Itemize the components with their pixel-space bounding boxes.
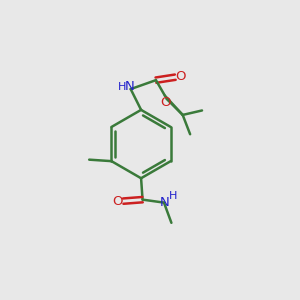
Text: N: N xyxy=(160,196,170,208)
Text: O: O xyxy=(112,195,123,208)
Text: O: O xyxy=(176,70,186,83)
Text: O: O xyxy=(160,96,170,109)
Text: H: H xyxy=(169,191,178,201)
Text: N: N xyxy=(124,80,134,93)
Text: H: H xyxy=(118,82,126,92)
